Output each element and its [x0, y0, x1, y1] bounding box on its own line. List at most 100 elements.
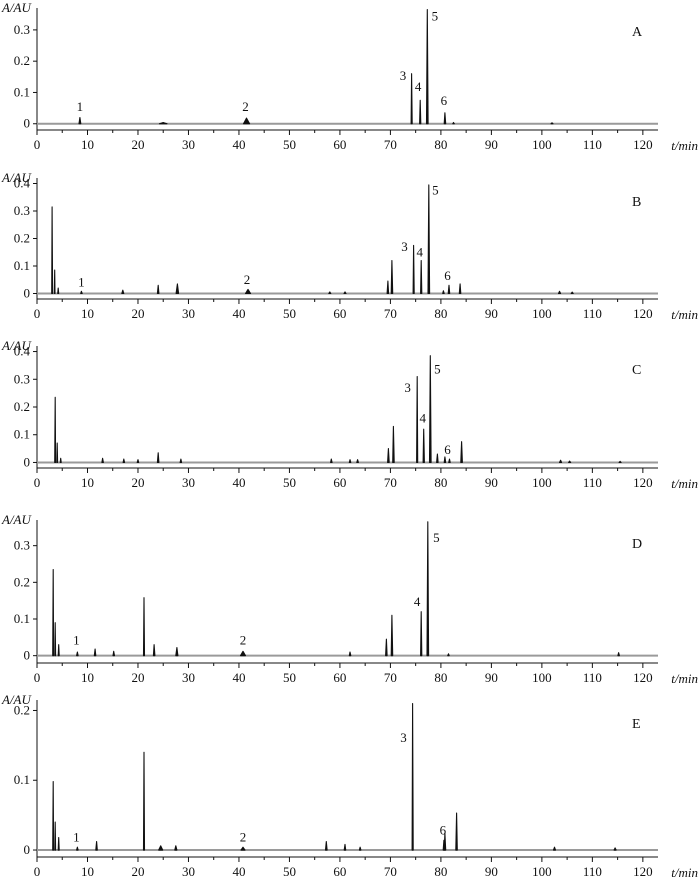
x-tick-label: 90 [485, 864, 498, 879]
chromatogram-peak [51, 206, 54, 295]
chromatogram-peak [420, 259, 423, 295]
chromatogram-peak [356, 459, 359, 464]
chromatogram-peak [142, 597, 146, 657]
chromatogram-peak [427, 184, 431, 295]
x-tick-label: 20 [131, 137, 144, 152]
chromatogram-peak [447, 284, 451, 295]
y-tick-label: 0.4 [14, 176, 31, 191]
chromatogram-peak [387, 448, 390, 464]
x-tick-label: 60 [333, 137, 346, 152]
peak-label: 2 [242, 99, 249, 114]
x-tick-label: 70 [384, 137, 397, 152]
y-tick-label: 0 [24, 116, 31, 131]
y-axis-label: A/AU [1, 170, 32, 185]
chromatogram-peak [78, 116, 82, 125]
chromatogram-peak [452, 121, 455, 125]
x-tick-label: 100 [532, 670, 552, 685]
chromatogram-peak [57, 287, 60, 295]
chromatogram-peak [416, 375, 419, 464]
chromatogram-peak [57, 644, 60, 657]
y-tick-label: 0.1 [14, 84, 30, 99]
chromatogram-peak [460, 441, 463, 464]
chromatogram-peak [618, 460, 622, 464]
x-tick-label: 20 [131, 864, 144, 879]
x-tick-label: 80 [434, 475, 447, 490]
peak-label: 6 [440, 823, 447, 838]
chromatogram-peak [558, 459, 563, 464]
x-tick-label: 120 [633, 864, 653, 879]
panel-letter: C [632, 363, 641, 378]
x-tick-label: 60 [333, 864, 346, 879]
chromatogram-peak [242, 117, 251, 125]
x-tick-label: 50 [283, 137, 296, 152]
x-tick-label: 120 [633, 306, 653, 321]
x-tick-label: 90 [485, 670, 498, 685]
chromatogram-peak [390, 259, 394, 295]
chromatogram-peak [328, 291, 332, 295]
chromatogram-peak [455, 812, 458, 851]
chromatogram-peak [613, 847, 617, 851]
x-tick-label: 0 [34, 306, 41, 321]
x-axis-label: t/min [671, 307, 698, 322]
peak-label: 1 [77, 99, 84, 114]
chromatogram-peak [348, 459, 352, 464]
y-tick-label: 0.4 [14, 344, 31, 359]
peak-label: 6 [444, 442, 451, 457]
chromatogram-peak [422, 428, 425, 464]
x-tick-label: 80 [434, 670, 447, 685]
chromatogram-peak [410, 73, 413, 125]
x-tick-label: 40 [232, 306, 245, 321]
x-axis-label: t/min [671, 138, 698, 153]
peak-label: 3 [401, 239, 408, 254]
chromatogram-peak [390, 614, 394, 657]
peak-label: 1 [73, 633, 80, 648]
x-tick-label: 90 [485, 137, 498, 152]
y-tick-label: 0.2 [14, 53, 30, 68]
x-tick-label: 20 [131, 306, 144, 321]
x-tick-label: 80 [434, 864, 447, 879]
chromatogram-peak [158, 121, 168, 125]
x-tick-label: 30 [182, 475, 195, 490]
y-tick-label: 0.2 [14, 702, 30, 717]
chromatogram-peak [179, 458, 183, 464]
x-tick-label: 0 [34, 670, 41, 685]
chromatogram-peak [420, 611, 423, 657]
x-tick-label: 30 [182, 670, 195, 685]
y-tick-label: 0.1 [14, 611, 30, 626]
x-tick-label: 60 [333, 670, 346, 685]
chromatogram-peak [152, 644, 156, 657]
chromatogram-peak [447, 653, 450, 657]
chromatogram-peak [121, 289, 125, 295]
chromatogram-peak [175, 647, 179, 657]
x-axis-label: t/min [671, 671, 698, 686]
chromatogram-peak [54, 396, 57, 464]
y-tick-label: 0.3 [14, 22, 30, 37]
x-tick-label: 20 [131, 670, 144, 685]
y-tick-label: 0.2 [14, 399, 30, 414]
chromatogram-peak [442, 290, 445, 295]
x-tick-label: 50 [283, 864, 296, 879]
x-tick-label: 10 [81, 137, 94, 152]
chromatogram-peak [80, 290, 83, 295]
chromatogram-peak [174, 845, 178, 851]
peak-label: 6 [441, 93, 448, 108]
x-tick-label: 40 [232, 137, 245, 152]
x-tick-label: 70 [384, 864, 397, 879]
chromatogram-peak [158, 845, 164, 851]
x-axis-label: t/min [671, 476, 698, 491]
peak-label: 1 [78, 275, 85, 290]
x-tick-label: 0 [34, 475, 41, 490]
x-tick-label: 60 [333, 475, 346, 490]
x-axis-label: t/min [671, 865, 698, 880]
y-tick-label: 0.1 [14, 772, 30, 787]
x-tick-label: 40 [232, 670, 245, 685]
x-tick-label: 120 [633, 137, 653, 152]
y-axis-label: A/AU [1, 692, 32, 707]
chromatogram-peak [156, 452, 160, 464]
y-tick-label: 0.3 [14, 203, 30, 218]
y-tick-label: 0 [24, 842, 31, 857]
chromatogram-peak [443, 112, 447, 125]
peak-label: 5 [432, 183, 439, 198]
x-tick-label: 20 [131, 475, 144, 490]
